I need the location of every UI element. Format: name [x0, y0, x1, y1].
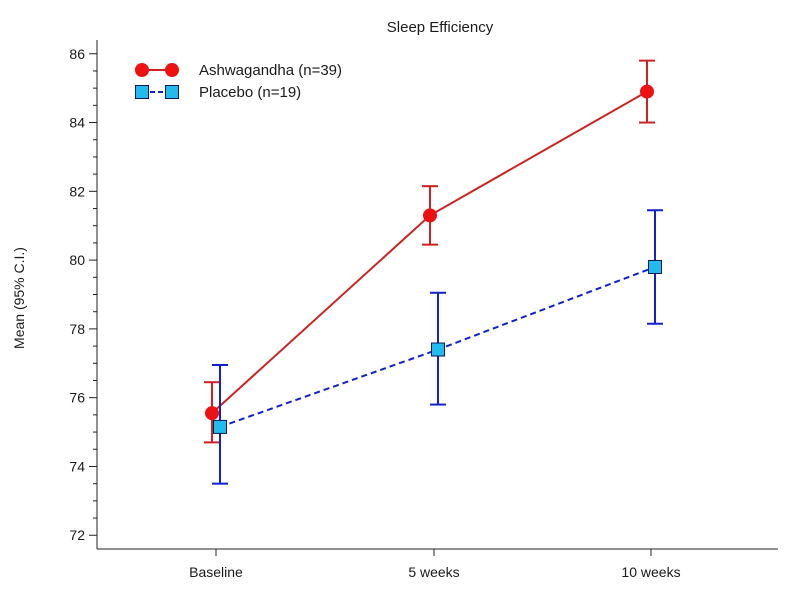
legend-entry: Placebo (n=19)	[135, 84, 301, 101]
y-tick-label: 80	[69, 252, 85, 268]
chart-title: Sleep Efficiency	[387, 19, 494, 36]
x-tick-label: Baseline	[189, 564, 243, 580]
y-tick-label: 86	[69, 46, 85, 62]
data-point	[431, 342, 445, 357]
series-ashwagandha	[204, 59, 655, 444]
x-tick-label: 5 weeks	[408, 564, 459, 580]
y-tick-label: 84	[69, 115, 85, 131]
series-layer	[204, 59, 663, 485]
y-axis-title: Mean (95% C.I.)	[11, 247, 27, 349]
legend-marker	[165, 63, 179, 77]
data-point	[213, 419, 227, 434]
legend-label: Ashwagandha (n=39)	[199, 62, 342, 79]
y-tick-label: 74	[69, 458, 85, 474]
legend-marker	[135, 85, 149, 99]
axes: 72 74 76 78 80 82 84 86 Baseline 5 weeks 10 weeks	[69, 40, 778, 580]
legend-marker	[135, 63, 149, 77]
y-tick-label: 72	[69, 527, 85, 543]
series-line	[211, 90, 648, 414]
y-tick-label: 76	[69, 390, 85, 406]
data-point	[423, 208, 437, 223]
y-tick-label: 78	[69, 321, 85, 337]
x-tick-label: 10 weeks	[621, 564, 680, 580]
legend: Ashwagandha (n=39) Placebo (n=19)	[135, 62, 342, 101]
data-point	[648, 259, 662, 274]
y-tick-label: 82	[69, 183, 85, 199]
legend-entry: Ashwagandha (n=39)	[135, 62, 342, 79]
legend-label: Placebo (n=19)	[199, 84, 301, 101]
data-point	[640, 84, 654, 99]
series-placebo	[212, 209, 663, 485]
legend-marker	[165, 85, 179, 99]
data-point	[205, 406, 219, 421]
